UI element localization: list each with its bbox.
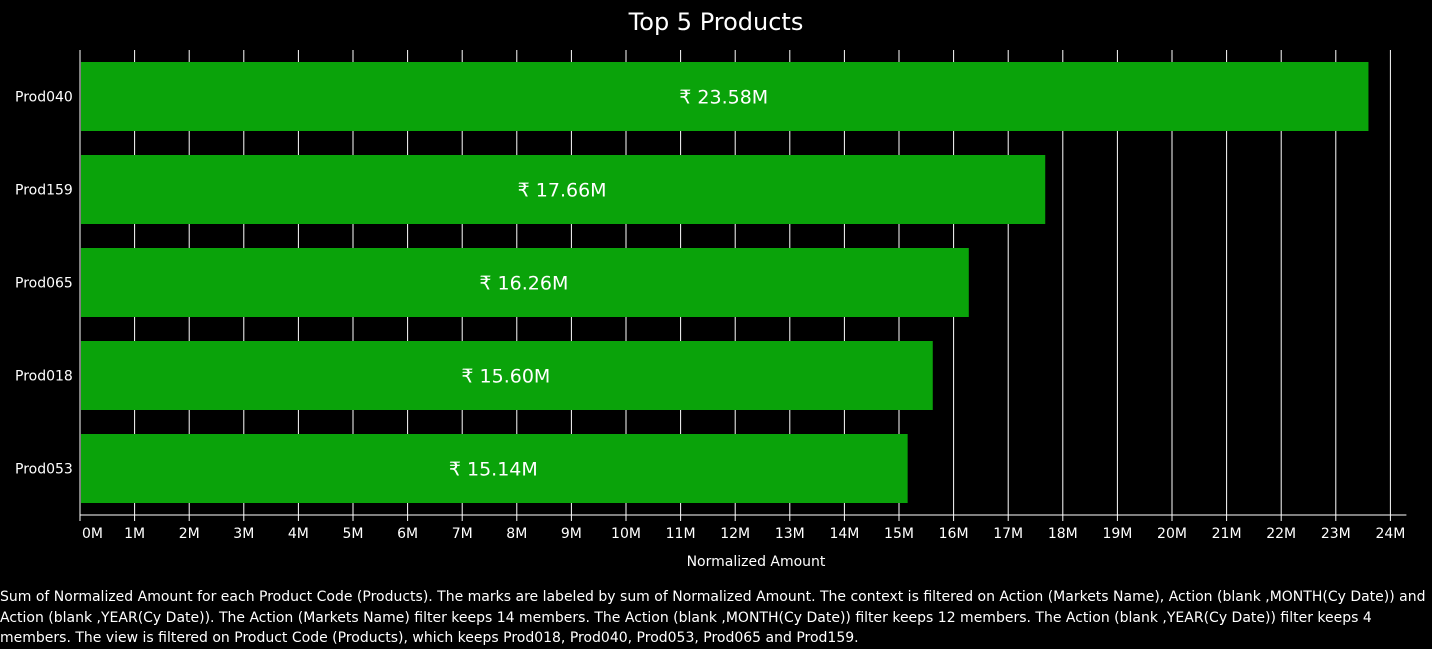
x-tick-label: 4M (288, 526, 309, 542)
category-label: Prod159 (15, 183, 73, 199)
x-tick-label: 18M (1048, 526, 1078, 542)
x-tick-label: 3M (233, 526, 254, 542)
bar[interactable] (81, 62, 1369, 131)
bar-data-label: ₹ 15.60M (461, 366, 550, 388)
x-tick-label: 24M (1375, 526, 1405, 542)
x-tick-label: 11M (666, 526, 696, 542)
x-tick-label: 23M (1321, 526, 1351, 542)
bar-data-label: ₹ 23.58M (679, 87, 768, 109)
x-tick-label: 13M (775, 526, 805, 542)
bar-data-label: ₹ 16.26M (479, 273, 568, 295)
x-tick-label: 19M (1102, 526, 1132, 542)
x-tick-label: 21M (1212, 526, 1242, 542)
x-tick-label: 20M (1157, 526, 1187, 542)
x-tick-label: 22M (1266, 526, 1296, 542)
y-axis-labels: Prod040 Prod159 Prod065 Prod018 Prod053 (15, 90, 73, 478)
x-tick-label: 1M (124, 526, 145, 542)
x-tick-label: 14M (829, 526, 859, 542)
chart-caption: Sum of Normalized Amount for each Produc… (0, 589, 1426, 646)
category-label: Prod018 (15, 369, 73, 385)
bar[interactable] (81, 248, 969, 317)
bars: ₹ 23.58M ₹ 17.66M ₹ 16.26M ₹ 15.60M ₹ 15.14M (81, 62, 1369, 503)
x-tick-label: 5M (343, 526, 364, 542)
category-label: Prod065 (15, 276, 73, 292)
x-tick-label: 8M (506, 526, 527, 542)
bar[interactable] (81, 155, 1046, 224)
x-tick-label: 10M (611, 526, 641, 542)
bar[interactable] (81, 341, 933, 410)
bar-data-label: ₹ 17.66M (518, 180, 607, 202)
x-tick-label: 7M (452, 526, 473, 542)
bar-data-label: ₹ 15.14M (449, 459, 538, 481)
x-axis-title: Normalized Amount (687, 554, 826, 570)
x-tick-label: 2M (179, 526, 200, 542)
x-tick-label: 16M (939, 526, 969, 542)
category-label: Prod040 (15, 90, 73, 106)
x-tick-label: 12M (720, 526, 750, 542)
x-tick-label: 0M (82, 526, 103, 542)
bar-chart: ₹ 23.58M ₹ 17.66M ₹ 16.26M ₹ 15.60M ₹ 15.14M… (15, 50, 1407, 570)
x-tick-label: 17M (993, 526, 1023, 542)
x-tick-label: 6M (397, 526, 418, 542)
chart-title: Top 5 Products (628, 8, 804, 36)
bar[interactable] (81, 434, 908, 503)
x-tick-label: 15M (884, 526, 914, 542)
x-tick-label: 9M (561, 526, 582, 542)
category-label: Prod053 (15, 462, 73, 478)
x-axis: 0M 1M 2M 3M 4M 5M 6M 7M 8M 9M 10M 11M 12M 13M 14M 15M 16… (79, 50, 1407, 542)
